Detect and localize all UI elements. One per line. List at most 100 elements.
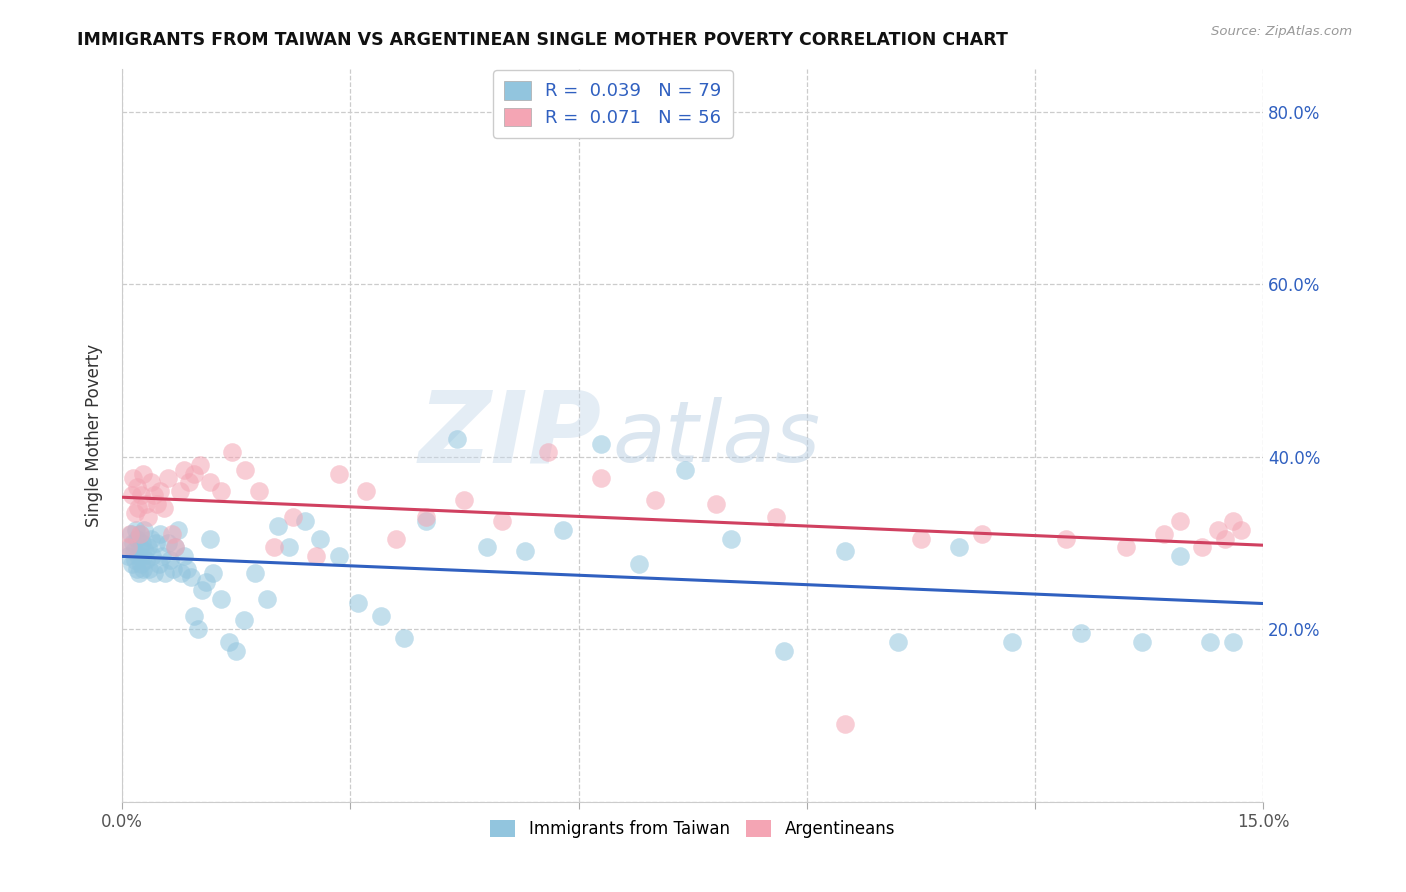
- Point: [305, 549, 328, 563]
- Point: [135, 553, 157, 567]
- Point: [218, 635, 240, 649]
- Point: [129, 558, 152, 572]
- Point: [132, 523, 155, 537]
- Point: [209, 591, 232, 606]
- Point: [910, 532, 932, 546]
- Text: IMMIGRANTS FROM TAIWAN VS ARGENTINEAN SINGLE MOTHER POVERTY CORRELATION CHART: IMMIGRANTS FROM TAIWAN VS ARGENTINEAN SI…: [77, 31, 1008, 49]
- Point: [132, 562, 155, 576]
- Point: [150, 549, 173, 563]
- Point: [146, 497, 169, 511]
- Point: [198, 475, 221, 490]
- Point: [415, 510, 437, 524]
- Point: [120, 527, 142, 541]
- Point: [309, 532, 332, 546]
- Point: [537, 445, 560, 459]
- Point: [765, 510, 787, 524]
- Point: [149, 484, 172, 499]
- Point: [1229, 523, 1251, 537]
- Point: [347, 596, 370, 610]
- Point: [491, 514, 513, 528]
- Point: [177, 475, 200, 490]
- Point: [1206, 523, 1229, 537]
- Point: [1054, 532, 1077, 546]
- Point: [370, 609, 392, 624]
- Point: [149, 527, 172, 541]
- Point: [162, 562, 184, 576]
- Point: [644, 492, 666, 507]
- Point: [122, 544, 145, 558]
- Point: [198, 532, 221, 546]
- Point: [354, 484, 377, 499]
- Point: [139, 475, 162, 490]
- Point: [153, 501, 176, 516]
- Point: [477, 540, 499, 554]
- Point: [256, 591, 278, 606]
- Point: [127, 549, 149, 563]
- Point: [153, 566, 176, 580]
- Point: [1191, 540, 1213, 554]
- Point: [143, 488, 166, 502]
- Point: [173, 549, 195, 563]
- Point: [118, 527, 141, 541]
- Point: [141, 549, 163, 563]
- Point: [720, 532, 742, 546]
- Point: [1199, 635, 1222, 649]
- Point: [127, 532, 149, 546]
- Point: [128, 527, 150, 541]
- Point: [156, 471, 179, 485]
- Point: [328, 549, 350, 563]
- Point: [1222, 635, 1244, 649]
- Point: [183, 467, 205, 481]
- Point: [202, 566, 225, 580]
- Point: [1213, 532, 1236, 546]
- Point: [128, 540, 150, 554]
- Point: [232, 614, 254, 628]
- Point: [121, 558, 143, 572]
- Point: [278, 540, 301, 554]
- Point: [143, 566, 166, 580]
- Point: [180, 570, 202, 584]
- Point: [122, 471, 145, 485]
- Point: [591, 471, 613, 485]
- Point: [125, 523, 148, 537]
- Point: [117, 549, 139, 563]
- Point: [176, 562, 198, 576]
- Point: [970, 527, 993, 541]
- Point: [191, 583, 214, 598]
- Point: [267, 518, 290, 533]
- Point: [283, 510, 305, 524]
- Point: [385, 532, 408, 546]
- Point: [704, 497, 727, 511]
- Point: [190, 458, 212, 473]
- Point: [453, 492, 475, 507]
- Point: [1115, 540, 1137, 554]
- Point: [773, 643, 796, 657]
- Point: [1130, 635, 1153, 649]
- Point: [159, 553, 181, 567]
- Point: [129, 488, 152, 502]
- Point: [127, 501, 149, 516]
- Point: [245, 566, 267, 580]
- Point: [135, 497, 157, 511]
- Point: [160, 527, 183, 541]
- Text: atlas: atlas: [613, 397, 821, 480]
- Point: [145, 536, 167, 550]
- Point: [1168, 514, 1191, 528]
- Point: [225, 643, 247, 657]
- Point: [1001, 635, 1024, 649]
- Point: [156, 536, 179, 550]
- Point: [187, 622, 209, 636]
- Point: [673, 462, 696, 476]
- Point: [128, 566, 150, 580]
- Point: [131, 536, 153, 550]
- Point: [136, 540, 159, 554]
- Point: [129, 527, 152, 541]
- Text: ZIP: ZIP: [419, 386, 602, 483]
- Point: [125, 562, 148, 576]
- Point: [392, 631, 415, 645]
- Point: [134, 544, 156, 558]
- Point: [591, 436, 613, 450]
- Point: [132, 467, 155, 481]
- Point: [415, 514, 437, 528]
- Legend: Immigrants from Taiwan, Argentineans: Immigrants from Taiwan, Argentineans: [484, 813, 901, 845]
